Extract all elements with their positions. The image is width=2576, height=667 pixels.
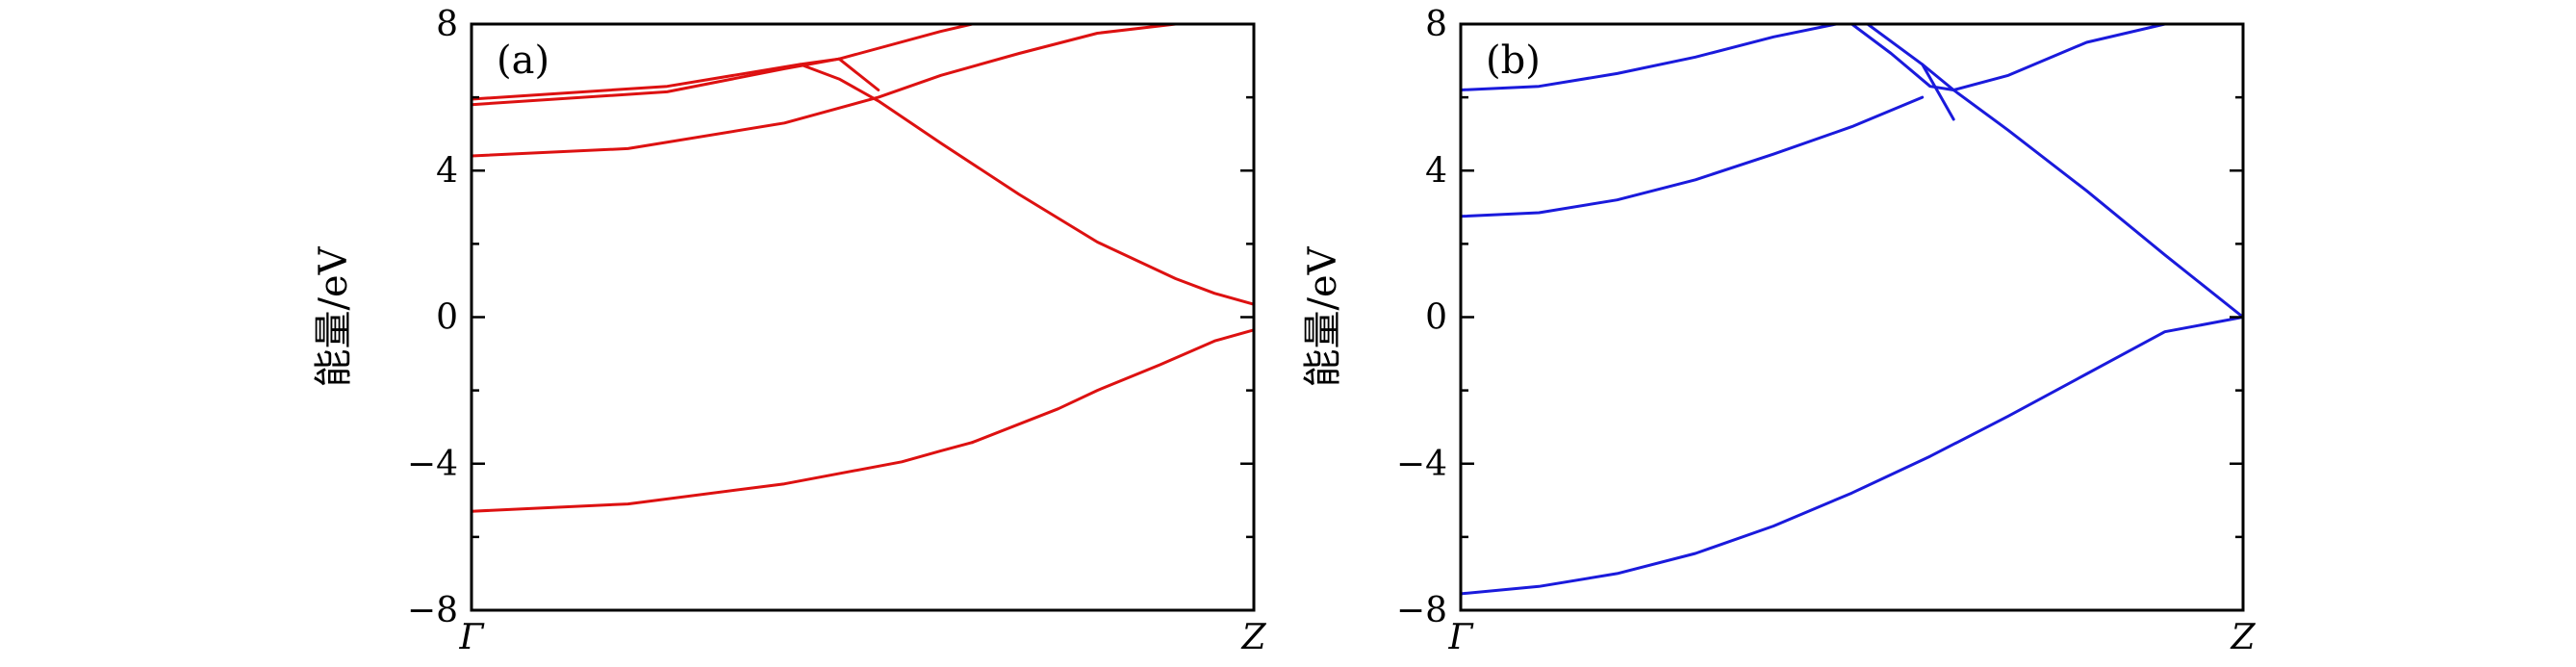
y-tick-label: −4 [407,445,458,484]
x-tick-label-z: Z [1240,618,1266,657]
band-panel-a: −8 −4 0 4 8 Γ Z (a) 能量/eV [312,5,1266,657]
y-tick-label: 8 [1425,5,1447,44]
band-line-6 [837,24,974,61]
y-tick-label: 4 [1425,151,1447,191]
panel-label: (a) [497,38,549,83]
y-tick-label: −8 [407,591,458,630]
y-tick-label: 0 [436,298,458,338]
band-line-3 [1461,24,1853,91]
band-line-7 [799,63,1254,306]
x-tick-label-z: Z [2230,618,2256,657]
band-line-3 [472,24,1254,158]
y-axis-label: 能量/eV [1301,245,1345,387]
y-tick-label: 8 [436,5,458,44]
panel-label: (b) [1486,38,1541,83]
x-tick-label-gamma: Γ [459,618,486,657]
y-tick-label: 0 [1425,298,1447,338]
band-line-1 [1461,316,2243,596]
y-tick-label: −4 [1396,445,1447,484]
y-tick-label: 4 [436,151,458,191]
band-lines [1461,24,2243,596]
plot-frame [470,22,1256,612]
x-tick-label-gamma: Γ [1448,618,1475,657]
band-panel-b: −8 −4 0 4 8 Γ Z (b) 能量/eV [1301,5,2256,657]
y-axis-label: 能量/eV [312,245,356,387]
band-lines [472,24,1254,513]
band-line-2 [1461,95,1925,218]
y-tick-label: −8 [1396,591,1447,630]
band-line-4 [1850,24,2243,319]
plot-frame [1459,22,2245,612]
band-line-2 [970,328,1254,445]
band-line-1 [472,441,974,513]
band-line-6 [1921,24,2243,91]
